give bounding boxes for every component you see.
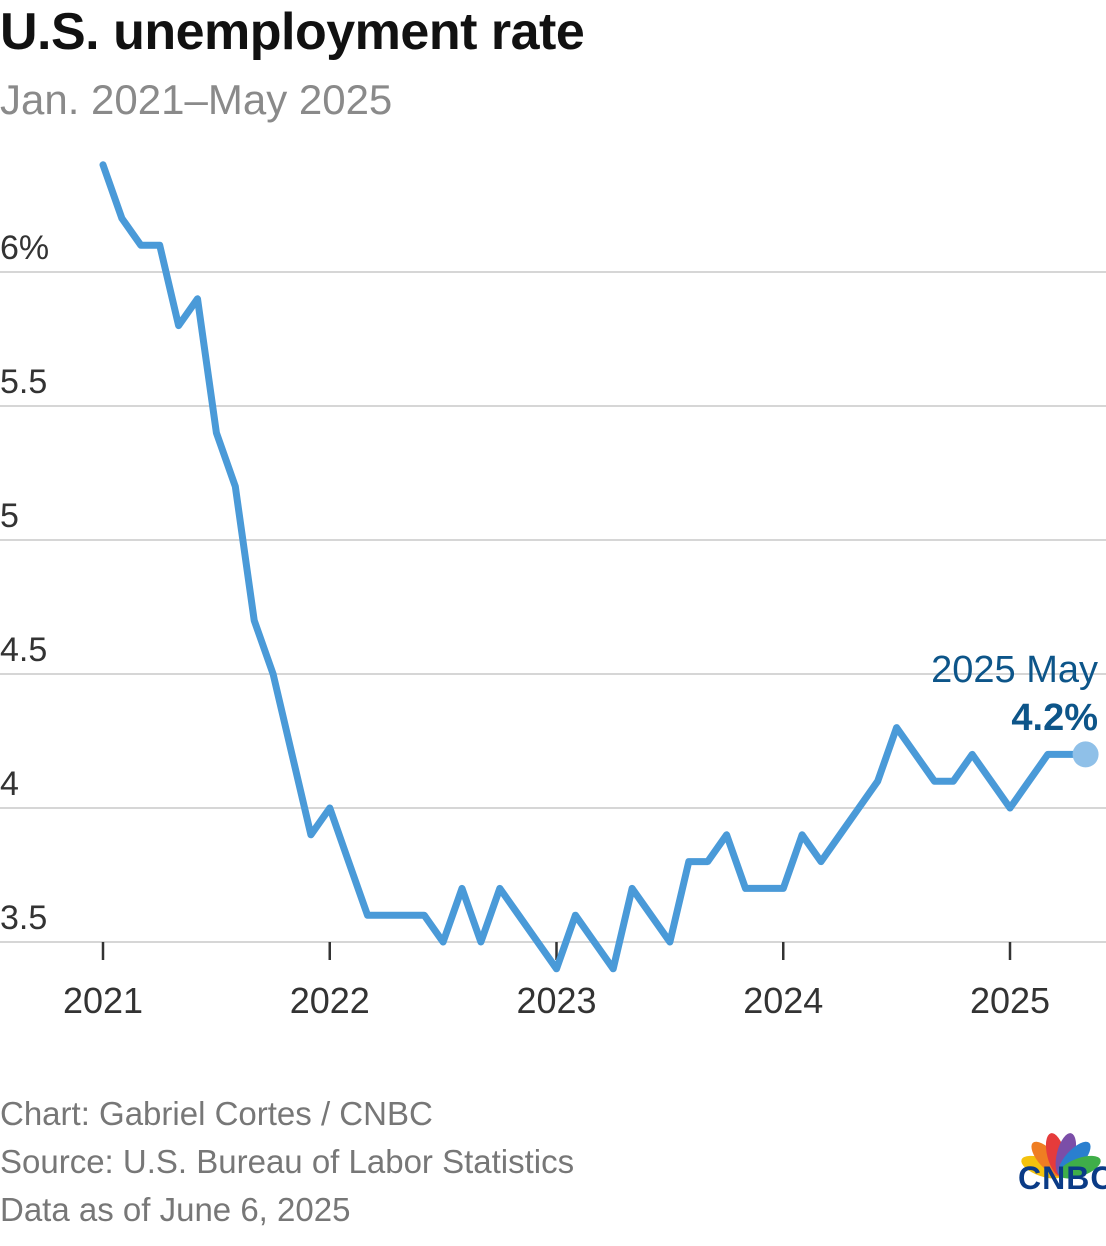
- y-tick-label: 3.5: [0, 899, 47, 937]
- last-point-marker: [1072, 741, 1099, 768]
- line-chart: 3.5 4 4.5 5 5.5 6% 2021 2022 2023 2024 2025 2025 …: [0, 161, 1106, 1021]
- y-tick-labels: 3.5 4 4.5 5 5.5 6%: [0, 229, 49, 937]
- y-tick-label: 4.5: [0, 631, 47, 669]
- y-tick-label: 4: [0, 765, 19, 803]
- x-tick-label: 2024: [743, 980, 823, 1021]
- cnbc-peacock-logo: [1021, 1133, 1101, 1179]
- x-tick-label: 2022: [290, 980, 370, 1021]
- y-tick-label: 6%: [0, 229, 49, 267]
- data-date: Data as of June 6, 2025: [0, 1191, 351, 1228]
- grid-layer: [0, 271, 1106, 943]
- x-tick-label: 2023: [516, 980, 596, 1021]
- x-tick-label: 2025: [970, 980, 1050, 1021]
- x-axis: 2021 2022 2023 2024 2025: [63, 942, 1050, 1021]
- data-source: Source: U.S. Bureau of Labor Statistics: [0, 1143, 575, 1180]
- series-layer: [99, 161, 1090, 973]
- chart-title: U.S. unemployment rate: [0, 3, 585, 61]
- series-line: [99, 161, 1090, 973]
- chart-credit: Chart: Gabriel Cortes / CNBC: [0, 1095, 433, 1132]
- x-tick-label: 2021: [63, 980, 143, 1021]
- cnbc-logo-text: CNBC: [1018, 1160, 1106, 1196]
- chart-footer: Chart: Gabriel Cortes / CNBC Source: U.S…: [0, 1090, 574, 1234]
- annotation-layer: 2025 May 4.2%: [931, 649, 1099, 768]
- annotation-value: 4.2%: [1011, 697, 1098, 739]
- y-tick-label: 5: [0, 497, 19, 535]
- y-tick-label: 5.5: [0, 363, 47, 401]
- annotation-date: 2025 May: [931, 649, 1098, 691]
- chart-subtitle: Jan. 2021–May 2025: [0, 76, 393, 123]
